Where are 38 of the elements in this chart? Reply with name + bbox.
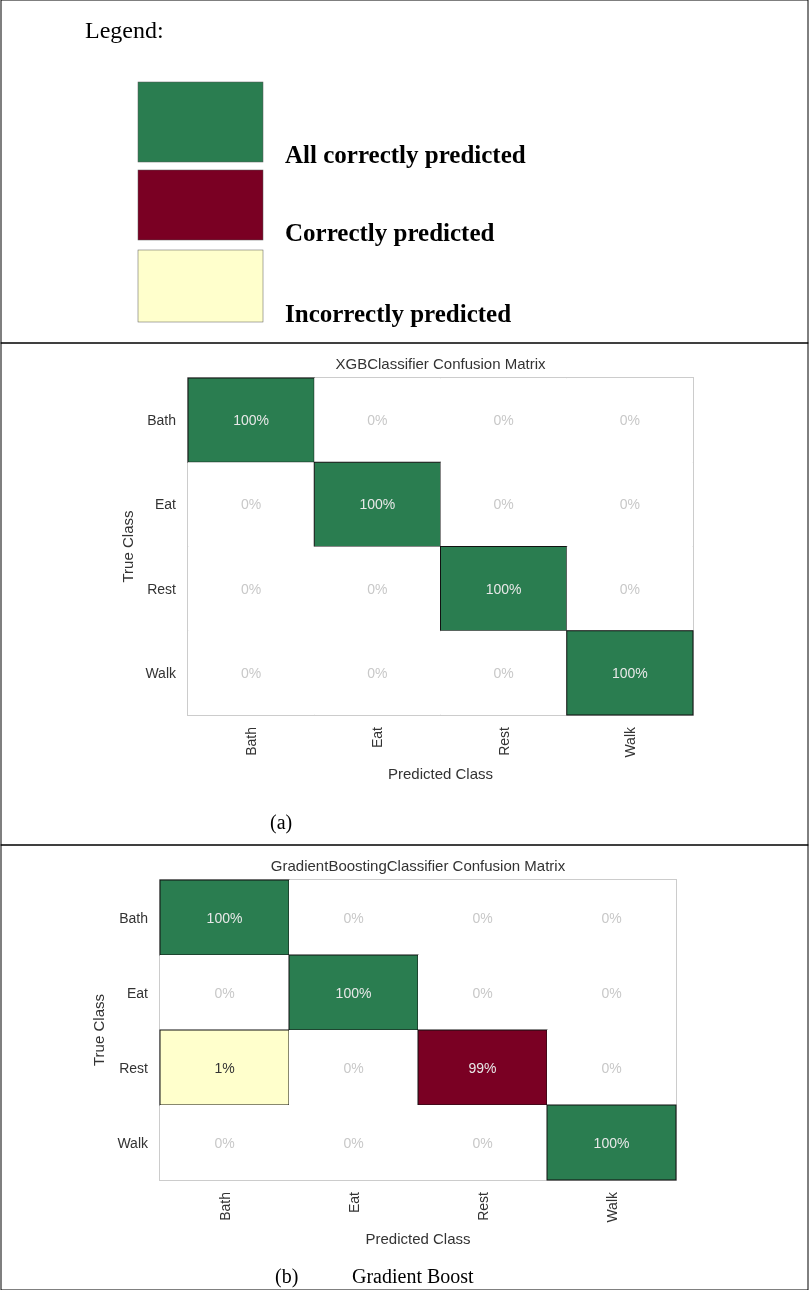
y-axis-title: True Class xyxy=(119,510,136,583)
y-tick-label: Rest xyxy=(147,580,177,597)
data-label: 100% xyxy=(233,412,270,429)
y-tick-label: Walk xyxy=(117,1134,149,1151)
x-tick-label: Bath xyxy=(243,727,260,756)
x-tick-label: Eat xyxy=(369,726,386,749)
text: (b) xyxy=(275,1265,299,1288)
text: Gradient Boost xyxy=(352,1265,475,1287)
text: (a) xyxy=(270,811,293,834)
text: All correctly predicted xyxy=(285,141,526,168)
x-axis-title: Predicted Class xyxy=(387,765,494,782)
data-label: 100% xyxy=(611,664,648,681)
y-tick-label: Bath xyxy=(147,412,176,429)
x-tick-label: Walk xyxy=(603,1191,620,1223)
text: Legend: xyxy=(85,17,164,43)
x-axis-title: Predicted Class xyxy=(365,1230,471,1247)
x-tick-label: Rest xyxy=(474,1191,491,1221)
y-tick-label: Bath xyxy=(119,909,148,926)
y-tick-label: Rest xyxy=(119,1059,149,1076)
x-tick-label: Bath xyxy=(216,1192,233,1221)
y-tick-label: Walk xyxy=(145,664,177,681)
y-tick-label: Eat xyxy=(154,496,177,513)
data-label: 100% xyxy=(335,984,372,1001)
x-tick-label: Eat xyxy=(345,1191,362,1214)
data-label: 100% xyxy=(593,1134,630,1151)
data-label: 100% xyxy=(485,580,522,597)
data-label: 100% xyxy=(206,909,243,926)
data-label: 1% xyxy=(214,1059,235,1076)
y-tick-label: Eat xyxy=(126,984,149,1001)
y-axis-title: True Class xyxy=(90,994,107,1066)
x-tick-label: Rest xyxy=(495,726,512,756)
chart-title: GradientBoostingClassifier Confusion Matrix xyxy=(270,857,566,874)
text: Correctly predicted xyxy=(285,219,495,246)
chart-title: XGBClassifier Confusion Matrix xyxy=(335,355,547,372)
text: Incorrectly predicted xyxy=(285,300,512,327)
x-tick-label: Walk xyxy=(621,726,638,758)
data-label: 99% xyxy=(468,1059,497,1076)
data-label: 100% xyxy=(359,496,396,513)
